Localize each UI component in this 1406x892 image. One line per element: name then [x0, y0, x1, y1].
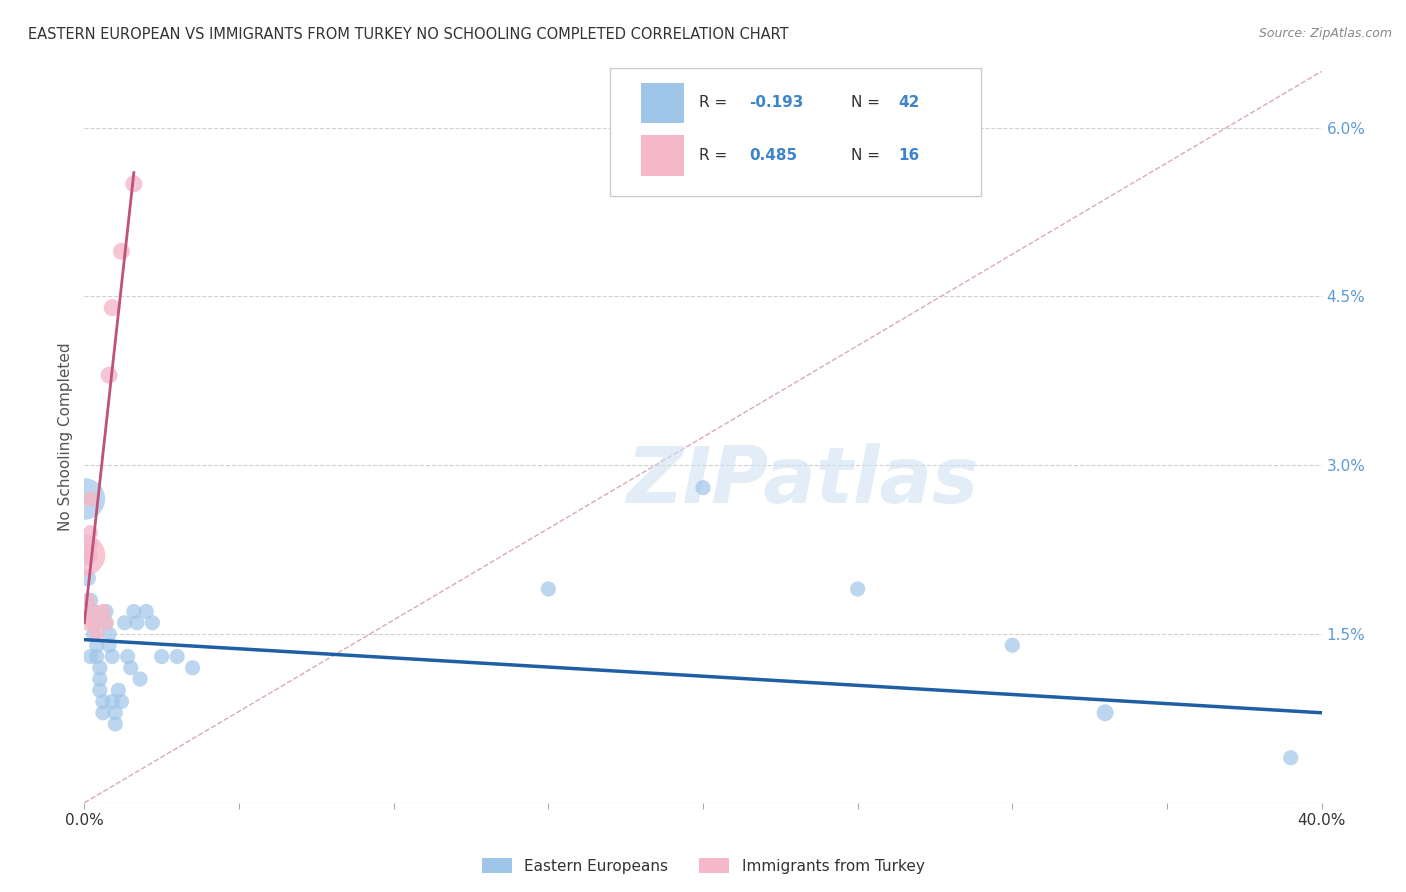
Text: Source: ZipAtlas.com: Source: ZipAtlas.com: [1258, 27, 1392, 40]
Point: [83, 627, 105, 641]
Point: [86, 627, 108, 641]
Point: [94, 615, 117, 630]
Point: [846, 582, 869, 596]
Point: [150, 649, 173, 664]
Point: [91, 706, 114, 720]
Point: [91, 605, 114, 619]
Point: [122, 177, 145, 191]
Point: [83, 605, 105, 619]
Text: 16: 16: [898, 148, 920, 163]
Point: [101, 649, 124, 664]
Text: 42: 42: [898, 95, 920, 111]
Point: [104, 706, 127, 720]
Point: [83, 615, 105, 630]
Point: [1001, 638, 1024, 652]
Point: [101, 301, 124, 315]
Point: [79, 525, 101, 540]
Text: R =: R =: [699, 148, 733, 163]
Point: [79, 649, 101, 664]
Point: [79, 537, 101, 551]
Point: [94, 605, 117, 619]
Point: [83, 615, 105, 630]
Point: [107, 683, 129, 698]
Point: [129, 672, 152, 686]
Point: [110, 694, 132, 708]
Point: [117, 649, 139, 664]
Bar: [641, 136, 685, 176]
Point: [91, 694, 114, 708]
Point: [692, 481, 714, 495]
Point: [98, 638, 121, 652]
Text: ZIPatlas: ZIPatlas: [626, 443, 979, 519]
Point: [122, 605, 145, 619]
Point: [110, 244, 132, 259]
Text: 0.485: 0.485: [749, 148, 797, 163]
Point: [76, 593, 98, 607]
Point: [94, 615, 117, 630]
Legend: Eastern Europeans, Immigrants from Turkey: Eastern Europeans, Immigrants from Turke…: [475, 852, 931, 880]
Point: [141, 615, 163, 630]
Text: R =: R =: [699, 95, 733, 111]
Bar: [641, 83, 685, 123]
Point: [76, 548, 98, 562]
Text: N =: N =: [852, 148, 886, 163]
Point: [89, 683, 111, 698]
Y-axis label: No Schooling Completed: No Schooling Completed: [58, 343, 73, 532]
Point: [86, 649, 108, 664]
Point: [79, 548, 101, 562]
Point: [73, 548, 96, 562]
Point: [83, 605, 105, 619]
Point: [1094, 706, 1116, 720]
Text: N =: N =: [852, 95, 886, 111]
Point: [104, 717, 127, 731]
Point: [125, 615, 148, 630]
Point: [98, 627, 121, 641]
Point: [73, 491, 96, 506]
Point: [114, 615, 136, 630]
Point: [537, 582, 560, 596]
Point: [76, 571, 98, 585]
Point: [166, 649, 188, 664]
Point: [89, 672, 111, 686]
Point: [120, 661, 142, 675]
Point: [101, 694, 124, 708]
Point: [135, 605, 157, 619]
FancyBboxPatch shape: [610, 68, 981, 195]
Point: [79, 491, 101, 506]
Text: EASTERN EUROPEAN VS IMMIGRANTS FROM TURKEY NO SCHOOLING COMPLETED CORRELATION CH: EASTERN EUROPEAN VS IMMIGRANTS FROM TURK…: [28, 27, 789, 42]
Point: [89, 661, 111, 675]
Point: [181, 661, 204, 675]
Point: [98, 368, 121, 383]
Point: [1279, 751, 1302, 765]
Point: [76, 615, 98, 630]
Point: [86, 638, 108, 652]
Point: [79, 593, 101, 607]
Text: -0.193: -0.193: [749, 95, 803, 111]
